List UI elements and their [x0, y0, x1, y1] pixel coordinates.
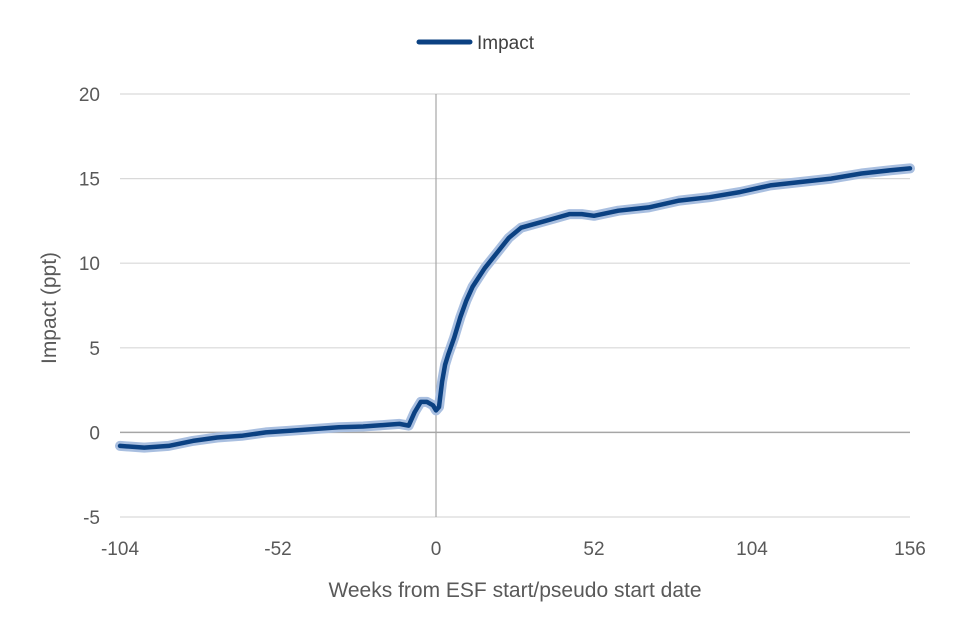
x-tick-label: 156 — [894, 539, 926, 560]
legend: Impact — [416, 33, 535, 54]
y-tick-label: 20 — [79, 85, 100, 106]
x-tick-label: 52 — [583, 539, 604, 560]
x-tick-label: -104 — [101, 539, 139, 560]
y-tick-label: 10 — [79, 254, 100, 275]
x-tick-label: 104 — [736, 539, 768, 560]
y-tick-label: -5 — [83, 508, 100, 529]
gridlines — [120, 93, 910, 518]
y-tick-label: 15 — [79, 170, 100, 191]
x-tick-labels: -104 -52 0 52 104 156 — [101, 539, 926, 560]
series-lines — [117, 166, 913, 450]
y-tick-labels: -5 0 5 10 15 20 — [79, 85, 100, 529]
legend-label-impact: Impact — [477, 33, 535, 54]
confidence-band — [115, 163, 915, 453]
y-axis-title: Impact (ppt) — [38, 252, 61, 364]
y-tick-label: 5 — [89, 339, 100, 360]
y-tick-label: 0 — [89, 423, 100, 444]
x-axis-title: Weeks from ESF start/pseudo start date — [328, 579, 701, 602]
x-tick-label: -52 — [264, 539, 291, 560]
impact-confidence-band — [115, 163, 915, 453]
x-tick-label: 0 — [431, 539, 442, 560]
impact-series-line — [117, 166, 913, 450]
